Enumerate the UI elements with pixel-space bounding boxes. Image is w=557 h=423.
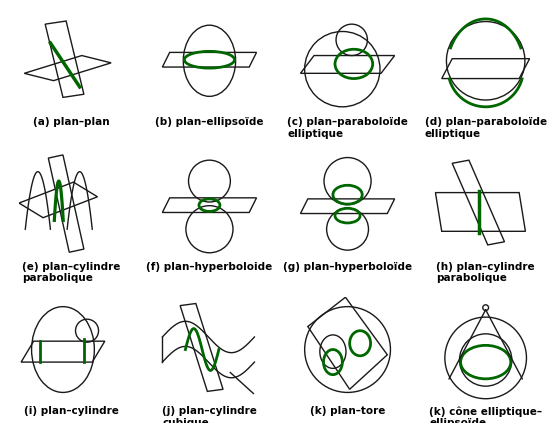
Text: (k) cône elliptique–
ellipsoïde: (k) cône elliptique– ellipsoïde (429, 406, 542, 423)
Text: (a) plan–plan: (a) plan–plan (33, 117, 110, 127)
Text: (j) plan–cylindre
cubique: (j) plan–cylindre cubique (162, 406, 257, 423)
Text: (f) plan–hyperboloide: (f) plan–hyperboloide (146, 262, 272, 272)
Text: (d) plan–parabolоïde
elliptique: (d) plan–parabolоïde elliptique (424, 117, 547, 139)
Text: (i) plan–cylindre: (i) plan–cylindre (24, 406, 119, 416)
Text: (c) plan–parabolоïde
elliptique: (c) plan–parabolоïde elliptique (287, 117, 408, 139)
Text: (e) plan–cylindre
parabolique: (e) plan–cylindre parabolique (22, 262, 120, 283)
Text: (k) plan–tore: (k) plan–tore (310, 406, 385, 416)
Text: (b) plan–ellipsoïde: (b) plan–ellipsoïde (155, 117, 263, 127)
Text: (g) plan–hyperbolоïde: (g) plan–hyperbolоïde (283, 262, 412, 272)
Text: (h) plan–cylindre
parabolique: (h) plan–cylindre parabolique (436, 262, 535, 283)
